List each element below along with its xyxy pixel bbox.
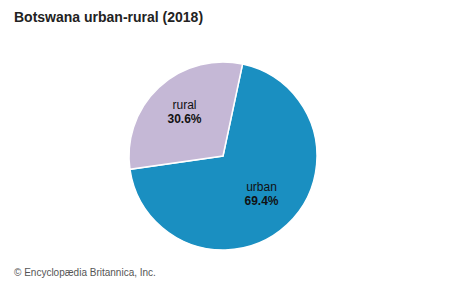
title: Botswana urban-rural (2018) (14, 9, 203, 25)
slice-value: 30.6% (167, 112, 201, 126)
slice-value: 69.4% (245, 194, 279, 208)
slice-label: urban69.4% (245, 180, 279, 208)
slice-label: rural30.6% (167, 98, 201, 126)
chart: Botswana urban-rural (2018) © Encyclopædi… (0, 0, 474, 284)
slice-labels: urban69.4% rural30.6% (167, 98, 278, 208)
pie-slice (129, 62, 243, 169)
slice-category: rural (172, 98, 196, 112)
pie (129, 62, 317, 250)
slice-category: urban (246, 180, 277, 194)
footnote: © Encyclopædia Britannica, Inc. (14, 267, 156, 278)
